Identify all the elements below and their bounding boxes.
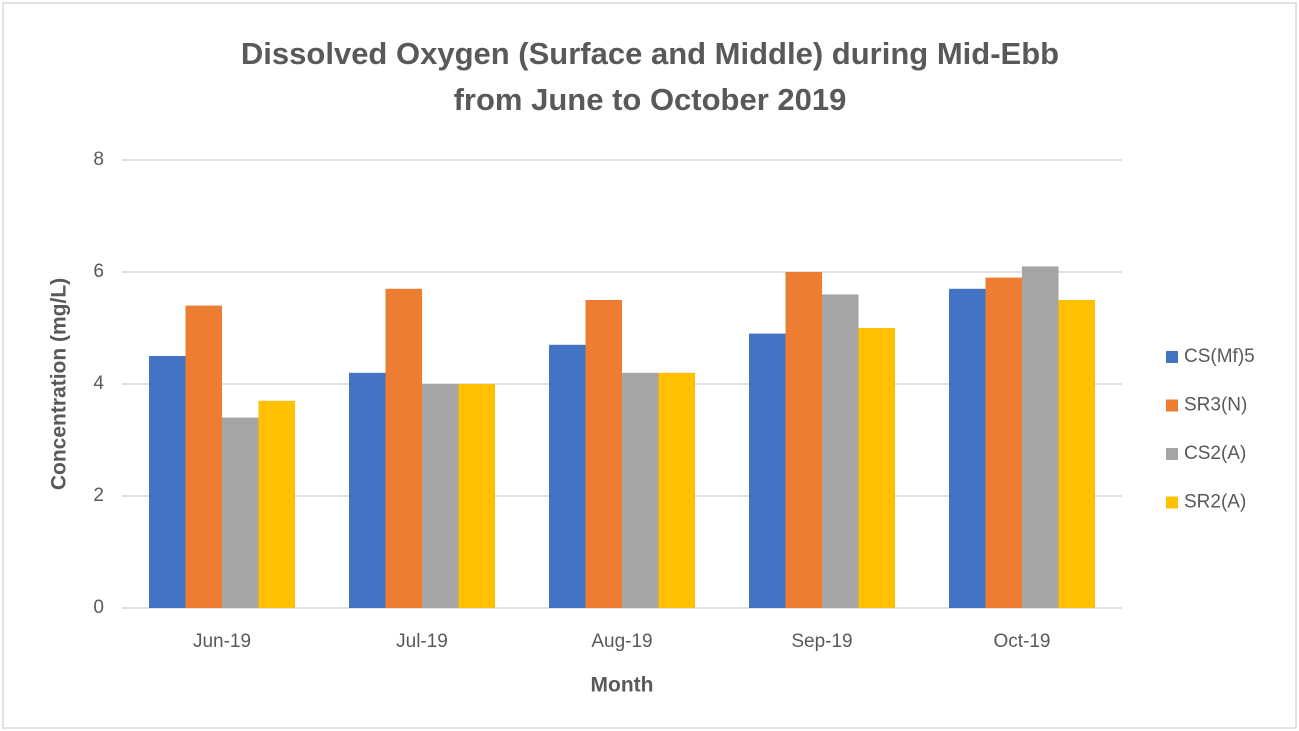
- bar: [258, 400, 295, 608]
- y-tick-label: 4: [93, 373, 104, 394]
- y-axis-label: Concentration (mg/L): [48, 278, 71, 490]
- bar: [658, 372, 695, 608]
- y-tick-label: 8: [93, 149, 104, 170]
- bar: [749, 333, 786, 608]
- legend-swatch: [1166, 496, 1178, 509]
- bar: [822, 294, 859, 608]
- bar: [185, 305, 222, 608]
- bar: [222, 417, 259, 608]
- bar: [549, 344, 586, 608]
- y-tick-label: 0: [93, 597, 104, 618]
- bar: [622, 372, 659, 608]
- bar: [1022, 266, 1059, 608]
- legend-swatch: [1166, 448, 1178, 460]
- chart-title: from June to October 2019: [454, 82, 847, 117]
- legend-swatch: [1166, 399, 1178, 412]
- chart-title: Dissolved Oxygen (Surface and Middle) du…: [241, 36, 1059, 71]
- bar: [785, 272, 822, 608]
- bar: [458, 384, 495, 608]
- bar: [949, 288, 986, 608]
- bar: [385, 288, 422, 608]
- bar: [985, 277, 1022, 608]
- x-tick-label: Aug-19: [591, 631, 652, 652]
- x-axis-label: Month: [591, 674, 654, 697]
- x-tick-label: Jun-19: [193, 631, 251, 652]
- y-tick-label: 6: [93, 261, 104, 282]
- bar: [349, 372, 386, 608]
- x-tick-label: Sep-19: [791, 631, 852, 652]
- legend-label: SR3(N): [1184, 395, 1247, 416]
- bar: [1058, 300, 1095, 608]
- bar: [858, 328, 895, 608]
- legend-swatch: [1166, 351, 1178, 363]
- x-tick-label: Oct-19: [993, 631, 1050, 652]
- x-tick-label: Jul-19: [396, 631, 448, 652]
- legend-label: CS(Mf)5: [1184, 346, 1255, 367]
- legend-label: CS2(A): [1184, 443, 1246, 464]
- bar: [422, 384, 459, 608]
- bar: [585, 300, 622, 608]
- bar: [149, 356, 186, 608]
- legend-label: SR2(A): [1184, 492, 1246, 513]
- y-tick-label: 2: [93, 485, 104, 506]
